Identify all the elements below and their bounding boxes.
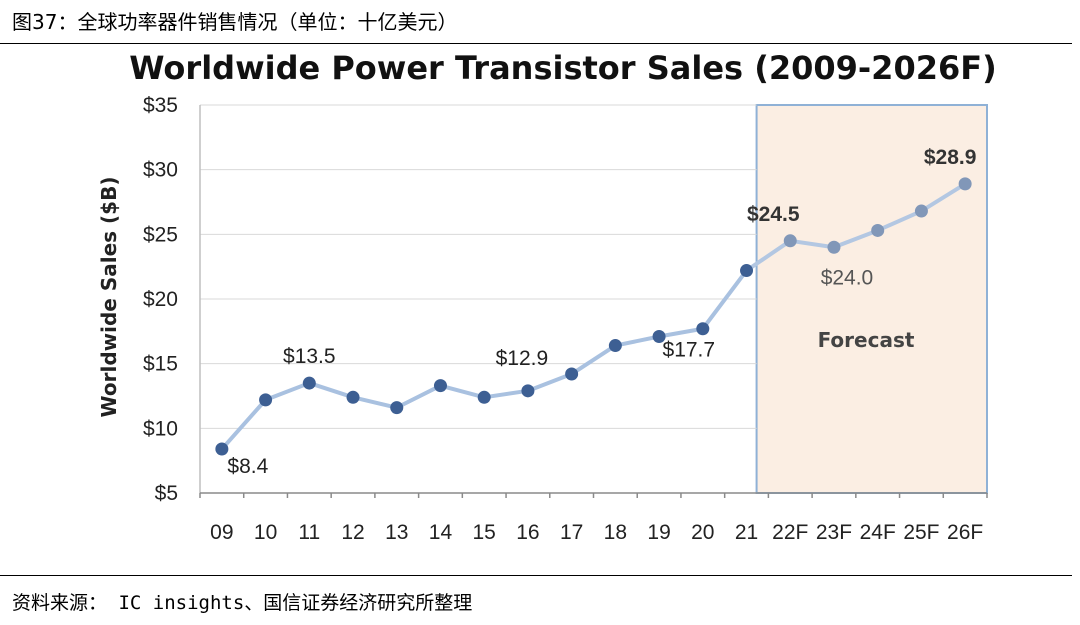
y-tick-label: $15: [143, 353, 178, 376]
data-label: $12.9: [496, 347, 549, 370]
figure-caption: 图37：全球功率器件销售情况（单位：十亿美元）: [12, 10, 458, 34]
x-tick-label: 17: [560, 521, 583, 544]
x-tick-label: 16: [516, 521, 539, 544]
x-tick-label: 20: [691, 521, 714, 544]
data-label: $28.9: [924, 146, 977, 169]
x-tick-label: 21: [735, 521, 758, 544]
x-tick-label: 14: [429, 521, 453, 544]
series-line-segment: [438, 383, 487, 400]
data-point: [215, 442, 229, 456]
x-tick-label: 24F: [860, 521, 896, 544]
x-tick-label: 22F: [772, 521, 808, 544]
series-line-segment: [788, 238, 836, 250]
x-tick-label: 15: [473, 521, 496, 544]
plot-area: $5 $10 $15 $20 $25 $30 $35 09 10 11 12 13 14 15 16 17 18…: [143, 94, 988, 544]
caption-divider: [0, 43, 1072, 44]
series-line-segment: [219, 397, 268, 452]
y-tick-label: $30: [143, 159, 178, 182]
y-tick-label: $35: [143, 94, 178, 117]
data-point: [346, 390, 360, 404]
data-point: [783, 234, 797, 248]
y-axis-label: Worldwide Sales ($B): [97, 177, 121, 418]
source-divider: [0, 575, 1072, 576]
series-line-segment: [394, 383, 443, 410]
series-line-segment: [700, 268, 749, 331]
x-tick-label: 13: [385, 521, 408, 544]
x-tick-label: 23F: [816, 521, 852, 544]
data-point: [433, 379, 447, 393]
y-tick-label: $25: [143, 223, 178, 246]
x-tick-label: 26F: [947, 521, 983, 544]
data-point: [608, 339, 622, 353]
series-line-segment: [307, 381, 356, 400]
y-tick-label: $10: [143, 417, 178, 440]
data-point: [827, 240, 841, 254]
series-line-segment: [263, 381, 312, 402]
data-point: [259, 393, 273, 407]
data-point: [740, 264, 754, 278]
series-line-segment: [351, 395, 399, 410]
data-point: [565, 367, 579, 381]
data-label: $8.4: [227, 455, 268, 478]
data-label: $24.5: [747, 203, 800, 226]
data-label: $24.0: [821, 266, 874, 289]
x-tick-label: 19: [647, 521, 670, 544]
series-line-segment: [482, 388, 530, 400]
series-line-segment: [525, 372, 574, 393]
x-tick-label: 10: [254, 521, 277, 544]
series-line-segment: [613, 334, 662, 348]
data-point: [652, 330, 666, 344]
series-line-segment: [875, 209, 924, 233]
series-line-segment: [831, 228, 880, 250]
data-point: [696, 322, 710, 336]
series-line-segment: [744, 238, 793, 273]
series-line-segment: [569, 343, 618, 377]
chart-title: Worldwide Power Transistor Sales (2009-2…: [129, 49, 996, 87]
data-point: [521, 384, 535, 398]
data-label: $17.7: [663, 339, 716, 362]
forecast-region: [755, 104, 988, 494]
x-tick-label: 09: [210, 521, 233, 544]
data-label: $13.5: [283, 345, 336, 368]
x-tick-label: 12: [341, 521, 364, 544]
y-tick-label: $5: [155, 482, 178, 505]
data-point: [871, 223, 885, 237]
series-line-segment: [657, 326, 705, 339]
source-note: 资料来源： IC insights、国信证券经济研究所整理: [12, 592, 473, 614]
series-line-segment: [919, 181, 968, 214]
data-point: [958, 177, 972, 191]
y-tick-label: $20: [143, 288, 178, 311]
x-tick-label: 25F: [903, 521, 939, 544]
data-point: [477, 390, 491, 404]
data-point: [390, 401, 404, 415]
x-tick-label: 18: [604, 521, 627, 544]
data-point: [914, 204, 928, 218]
power-transistor-sales-chart: Worldwide Power Transistor Sales (2009-2…: [97, 49, 997, 544]
data-point: [302, 376, 316, 390]
forecast-label: Forecast: [818, 328, 915, 352]
x-tick-label: 11: [298, 521, 320, 544]
